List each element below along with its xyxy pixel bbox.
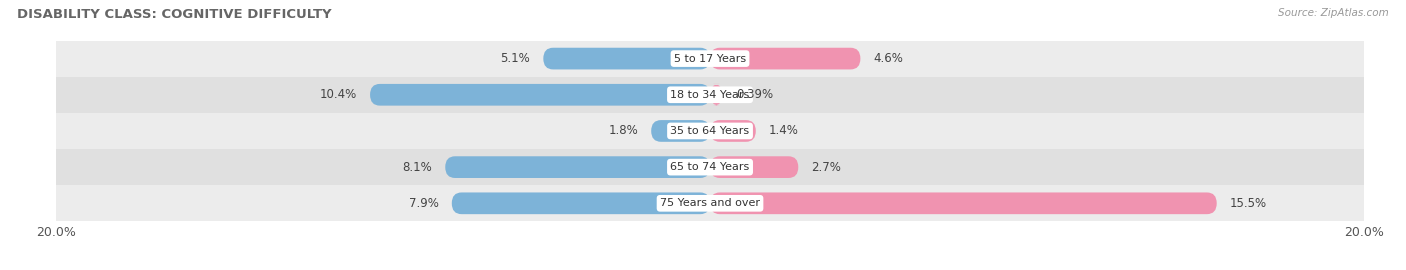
Text: 8.1%: 8.1% — [402, 161, 432, 174]
Bar — [56, 113, 1364, 149]
FancyBboxPatch shape — [710, 48, 860, 69]
FancyBboxPatch shape — [710, 120, 756, 142]
Bar — [56, 185, 1364, 221]
FancyBboxPatch shape — [446, 156, 710, 178]
FancyBboxPatch shape — [451, 193, 710, 214]
Text: 7.9%: 7.9% — [409, 197, 439, 210]
FancyBboxPatch shape — [710, 84, 723, 106]
FancyBboxPatch shape — [710, 156, 799, 178]
Text: 75 Years and over: 75 Years and over — [659, 198, 761, 208]
Text: 10.4%: 10.4% — [319, 88, 357, 101]
Text: 2.7%: 2.7% — [811, 161, 841, 174]
Text: 35 to 64 Years: 35 to 64 Years — [671, 126, 749, 136]
FancyBboxPatch shape — [651, 120, 710, 142]
Bar — [56, 77, 1364, 113]
Text: 0.39%: 0.39% — [735, 88, 773, 101]
Text: DISABILITY CLASS: COGNITIVE DIFFICULTY: DISABILITY CLASS: COGNITIVE DIFFICULTY — [17, 8, 332, 21]
Text: 1.4%: 1.4% — [769, 124, 799, 137]
Bar — [56, 40, 1364, 77]
Text: 18 to 34 Years: 18 to 34 Years — [671, 90, 749, 100]
Bar — [56, 149, 1364, 185]
Text: 5 to 17 Years: 5 to 17 Years — [673, 53, 747, 64]
Text: 15.5%: 15.5% — [1230, 197, 1267, 210]
FancyBboxPatch shape — [370, 84, 710, 106]
Text: 65 to 74 Years: 65 to 74 Years — [671, 162, 749, 172]
Text: Source: ZipAtlas.com: Source: ZipAtlas.com — [1278, 8, 1389, 18]
FancyBboxPatch shape — [710, 193, 1216, 214]
Text: 4.6%: 4.6% — [873, 52, 903, 65]
FancyBboxPatch shape — [543, 48, 710, 69]
Text: 5.1%: 5.1% — [501, 52, 530, 65]
Text: 1.8%: 1.8% — [609, 124, 638, 137]
